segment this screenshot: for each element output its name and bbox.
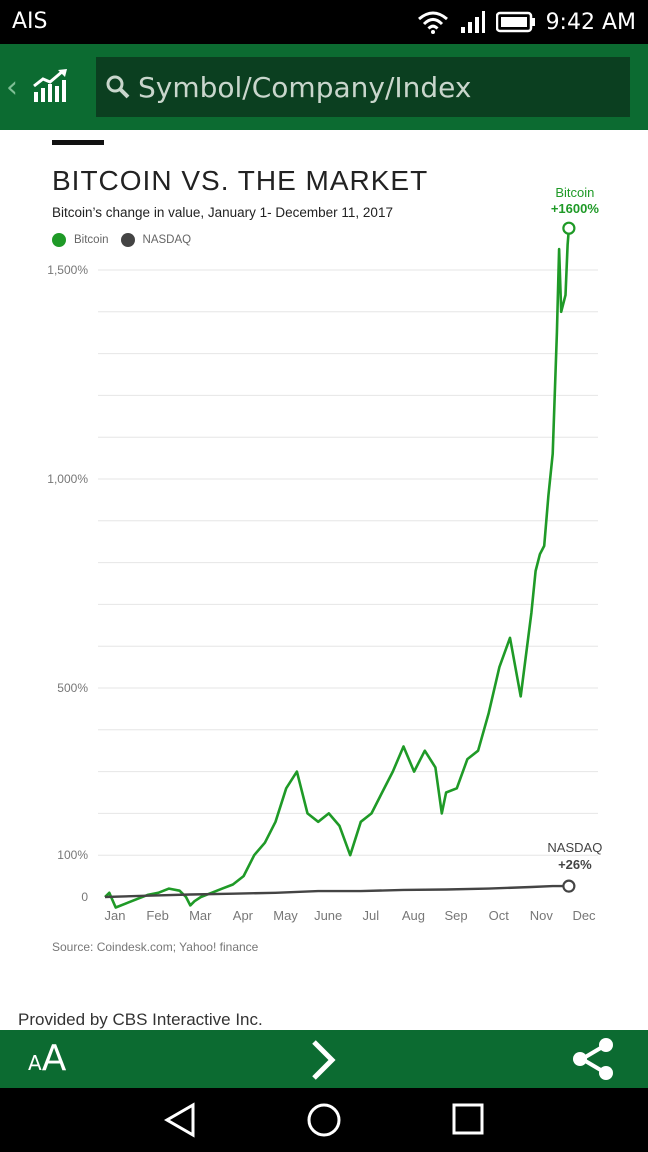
chart-plot: 0 100% 500% 1,000% 1,500% Jan Feb Mar Apr May June…	[47, 185, 602, 923]
y-tick-label: 1,000%	[47, 472, 88, 486]
search-icon	[106, 75, 130, 99]
legend-label-nasdaq: NASDAQ	[142, 234, 192, 246]
y-tick-label: 500%	[57, 681, 88, 695]
wifi-icon	[417, 11, 448, 34]
x-tick-label: Oct	[489, 908, 510, 923]
clock: 9:42 AM	[545, 9, 636, 35]
nav-home-icon[interactable]	[306, 1102, 342, 1138]
legend-label-bitcoin: Bitcoin	[74, 234, 109, 246]
legend-item-bitcoin: Bitcoin	[52, 233, 109, 247]
x-tick-label: May	[273, 908, 298, 923]
x-tick-label: Apr	[233, 908, 254, 923]
title-accent-bar	[52, 140, 104, 145]
market-chart-logo-icon[interactable]	[32, 68, 70, 104]
series-line-nasdaq	[104, 884, 569, 899]
x-tick-label: Dec	[572, 908, 596, 923]
next-arrow-icon[interactable]	[306, 1038, 340, 1082]
series-end-value-nasdaq: +26%	[558, 857, 592, 872]
x-tick-label: Jul	[363, 908, 380, 923]
y-tick-label: 1,500%	[47, 263, 88, 277]
x-tick-label: Mar	[189, 908, 212, 923]
battery-icon	[495, 11, 535, 33]
search-placeholder: Symbol/Company/Index	[138, 71, 472, 104]
chart-title: BITCOIN VS. THE MARKET	[52, 165, 429, 196]
legend-swatch-bitcoin	[52, 233, 66, 247]
legend-swatch-nasdaq	[120, 233, 135, 247]
app-header: ‹ Symbol/Company/Index	[0, 44, 648, 130]
status-icons: 9:42 AM	[416, 7, 636, 37]
font-size-big-letter: A	[41, 1038, 67, 1079]
search-input[interactable]: Symbol/Company/Index	[96, 57, 630, 117]
chart-source: Source: Coindesk.com; Yahoo! finance	[52, 940, 259, 954]
x-tick-label: Jan	[105, 908, 126, 923]
x-tick-label: Feb	[146, 908, 168, 923]
nav-back-icon[interactable]	[163, 1102, 197, 1138]
x-tick-label: Aug	[402, 908, 425, 923]
android-nav-bar	[0, 1088, 648, 1152]
font-size-button[interactable]: AA	[28, 1038, 66, 1079]
series-end-marker-bitcoin	[562, 221, 576, 235]
x-tick-label: June	[314, 908, 342, 923]
status-bar: AIS 9:42 AM	[0, 0, 648, 44]
nav-recent-apps-icon[interactable]	[451, 1102, 485, 1136]
bottom-toolbar: AA	[0, 1030, 648, 1088]
attribution-strip: Provided by CBS Interactive Inc.	[0, 1000, 648, 1030]
series-end-name-nasdaq: NASDAQ	[547, 840, 602, 855]
x-tick-label: Nov	[530, 908, 554, 923]
legend-item-nasdaq: NASDAQ	[120, 233, 192, 247]
back-chevron-icon[interactable]: ‹	[6, 70, 18, 105]
signal-icon	[460, 11, 485, 33]
series-end-value-bitcoin: +1600%	[551, 201, 600, 216]
chart-legend: Bitcoin NASDAQ	[52, 231, 203, 249]
provided-by-text: Provided by CBS Interactive Inc.	[18, 1010, 263, 1029]
y-tick-label: 100%	[57, 848, 88, 862]
series-end-marker-nasdaq	[562, 879, 576, 893]
share-icon[interactable]	[570, 1036, 616, 1082]
series-end-name-bitcoin: Bitcoin	[555, 185, 594, 200]
series-line-bitcoin	[104, 228, 571, 909]
carrier-name: AIS	[12, 9, 48, 34]
chart-image: 0 100% 500% 1,000% 1,500% Jan Feb Mar Apr May June…	[0, 130, 648, 1000]
font-size-small-letter: A	[28, 1051, 42, 1075]
article-content: 0 100% 500% 1,000% 1,500% Jan Feb Mar Apr May June…	[0, 130, 648, 1030]
y-tick-label: 0	[81, 890, 88, 904]
chart-subtitle: Bitcoin’s change in value, January 1- De…	[52, 205, 393, 220]
x-tick-label: Sep	[445, 908, 468, 923]
